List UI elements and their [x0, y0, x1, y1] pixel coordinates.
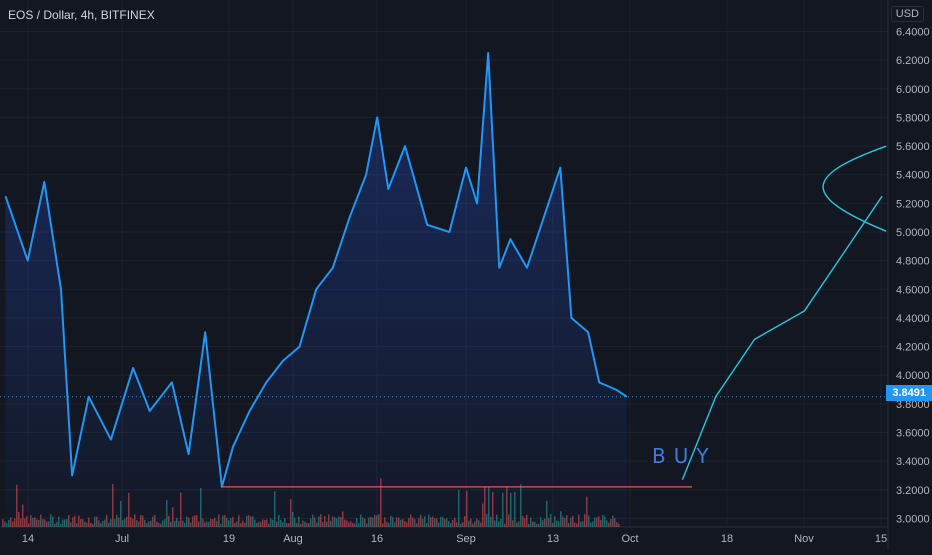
volume-bar [4, 521, 6, 527]
y-tick-label: 3.6000 [896, 427, 930, 439]
projection-hook [822, 145, 887, 232]
x-tick-label: 18 [721, 533, 733, 545]
price-line [4, 52, 628, 488]
x-tick-label: Nov [794, 533, 814, 545]
y-tick-label: 3.8000 [896, 399, 930, 411]
y-tick-label: 4.4000 [896, 313, 930, 325]
chart-title: EOS / Dollar, 4h, BITFINEX [8, 8, 155, 22]
y-tick-label: 5.8000 [896, 112, 930, 124]
y-tick-label: 3.2000 [896, 485, 930, 497]
y-tick-label: 5.4000 [896, 170, 930, 182]
y-tick-label: 5.2000 [896, 198, 930, 210]
y-tick-label: 4.6000 [896, 284, 930, 296]
y-tick-label: 6.2000 [896, 55, 930, 67]
y-tick-label: 5.0000 [896, 227, 930, 239]
y-tick-label: 6.4000 [896, 27, 930, 39]
y-tick-label: 4.2000 [896, 342, 930, 354]
x-tick-label: Oct [621, 533, 638, 545]
y-tick-label: 3.0000 [896, 513, 930, 525]
y-tick-label: 3.4000 [896, 456, 930, 468]
y-tick-label: 4.8000 [896, 256, 930, 268]
x-tick-label: 15 [875, 533, 887, 545]
x-tick-label: 19 [223, 533, 235, 545]
y-tick-label: 6.0000 [896, 84, 930, 96]
x-tick-label: Jul [115, 533, 129, 545]
volume-bar [2, 519, 4, 527]
x-tick-label: Aug [283, 533, 303, 545]
x-tick-label: 13 [547, 533, 559, 545]
y-tick-label: 4.0000 [896, 370, 930, 382]
currency-selector[interactable]: USD [890, 6, 924, 22]
buy-annotation: BUY [652, 444, 717, 468]
x-tick-label: 16 [371, 533, 383, 545]
last-price-tag: 3.8491 [886, 385, 932, 401]
y-tick-label: 5.6000 [896, 141, 930, 153]
projection-line [681, 195, 883, 480]
x-tick-label: Sep [456, 533, 476, 545]
x-tick-label: 14 [22, 533, 34, 545]
